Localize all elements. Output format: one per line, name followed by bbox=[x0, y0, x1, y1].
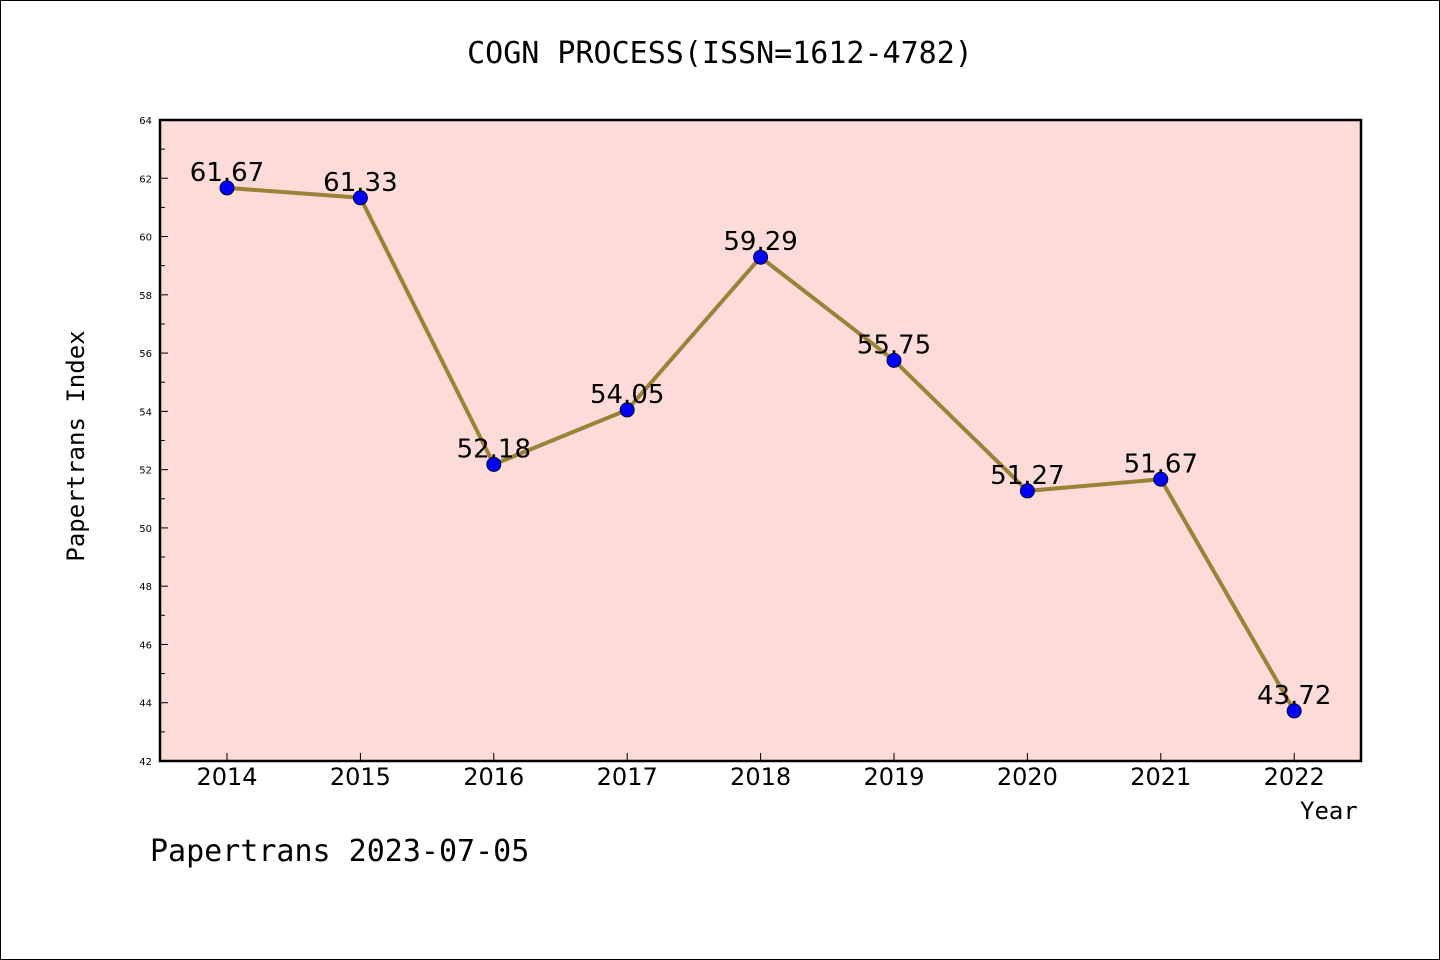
data-label: 43.72 bbox=[1257, 681, 1331, 711]
x-tick-label: 2018 bbox=[730, 763, 791, 791]
y-tick-label: 42 bbox=[139, 757, 152, 768]
y-tick-label: 54 bbox=[139, 407, 152, 418]
data-label: 54.05 bbox=[590, 380, 664, 410]
y-tick-label: 46 bbox=[139, 640, 152, 651]
data-label: 52.18 bbox=[457, 434, 531, 464]
data-label: 51.67 bbox=[1124, 449, 1198, 479]
data-label: 55.75 bbox=[857, 330, 931, 360]
y-tick-label: 62 bbox=[139, 174, 152, 185]
y-tick-label: 52 bbox=[139, 466, 152, 477]
data-point bbox=[886, 352, 902, 368]
y-tick-label: 48 bbox=[139, 582, 152, 593]
data-label: 59.29 bbox=[723, 227, 797, 257]
x-tick-label: 2019 bbox=[863, 763, 924, 791]
x-tick-label: 2016 bbox=[463, 763, 524, 791]
plot-area bbox=[160, 120, 1361, 761]
x-tick-label: 2022 bbox=[1264, 763, 1325, 791]
x-tick-label: 2015 bbox=[330, 763, 391, 791]
data-point bbox=[1019, 483, 1035, 499]
chart-title: COGN PROCESS(ISSN=1612-4782) bbox=[467, 36, 973, 71]
y-tick-label: 60 bbox=[139, 233, 152, 244]
data-point bbox=[1153, 471, 1169, 487]
data-point bbox=[352, 190, 368, 206]
y-tick-label: 44 bbox=[139, 699, 152, 710]
y-tick-label: 64 bbox=[139, 116, 152, 127]
footer-text: Papertrans 2023-07-05 bbox=[150, 834, 530, 869]
y-tick-label: 56 bbox=[139, 349, 152, 360]
data-point bbox=[1286, 703, 1302, 719]
data-point bbox=[619, 402, 635, 418]
y-tick-label: 50 bbox=[139, 524, 152, 535]
y-tick-label: 58 bbox=[139, 291, 152, 302]
data-label: 61.67 bbox=[190, 158, 264, 188]
x-tick-label: 2020 bbox=[997, 763, 1058, 791]
plot-border bbox=[158, 118, 1363, 763]
data-point bbox=[753, 249, 769, 265]
x-tick-label: 2021 bbox=[1130, 763, 1191, 791]
data-point bbox=[219, 180, 235, 196]
data-label: 51.27 bbox=[990, 461, 1064, 491]
x-tick-label: 2014 bbox=[196, 763, 257, 791]
x-axis-label: Year bbox=[1300, 797, 1358, 825]
x-tick-label: 2017 bbox=[597, 763, 658, 791]
data-label: 61.33 bbox=[323, 168, 397, 198]
data-point bbox=[486, 456, 502, 472]
